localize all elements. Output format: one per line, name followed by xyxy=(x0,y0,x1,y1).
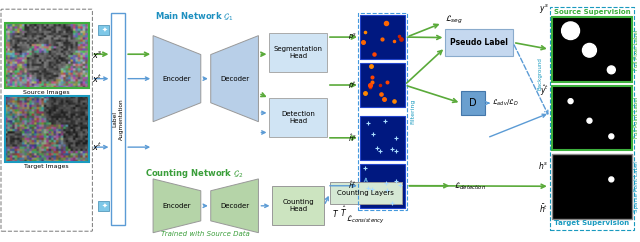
Bar xyxy=(360,116,404,160)
Polygon shape xyxy=(211,179,259,233)
Text: Source Supervision: Source Supervision xyxy=(554,9,630,15)
Text: D: D xyxy=(469,98,477,108)
Text: Decoder: Decoder xyxy=(220,203,249,209)
Bar xyxy=(5,23,90,88)
Circle shape xyxy=(562,22,579,39)
Text: Full Pixel Label: Full Pixel Label xyxy=(634,29,639,69)
Text: $x^t$: $x^t$ xyxy=(92,72,102,85)
Text: Counting Layers: Counting Layers xyxy=(337,190,394,196)
Text: $\hat{y}^t$: $\hat{y}^t$ xyxy=(540,83,548,98)
Text: $y^s$: $y^s$ xyxy=(539,2,548,15)
Text: Filtering: Filtering xyxy=(410,99,415,124)
Text: $T$: $T$ xyxy=(332,208,339,219)
Bar xyxy=(552,154,632,219)
Bar xyxy=(111,13,125,225)
Text: Segmentation
Head: Segmentation Head xyxy=(274,46,323,59)
Bar xyxy=(99,25,109,35)
Text: $\hat{h}^s$: $\hat{h}^s$ xyxy=(348,132,357,144)
Bar xyxy=(445,29,513,56)
Circle shape xyxy=(582,44,596,57)
Bar xyxy=(552,85,632,150)
Text: Sparse Point Label: Sparse Point Label xyxy=(634,161,639,212)
Text: Source Images: Source Images xyxy=(24,91,70,95)
Text: $\mathcal{L}_{seg}$: $\mathcal{L}_{seg}$ xyxy=(445,14,463,26)
Bar xyxy=(360,15,404,59)
Text: ✦: ✦ xyxy=(101,203,108,209)
Bar xyxy=(269,33,327,72)
Text: Trained with Source Data: Trained with Source Data xyxy=(161,231,250,237)
Text: $\mathcal{L}_{consistency}$: $\mathcal{L}_{consistency}$ xyxy=(346,213,385,226)
Text: $x^t$: $x^t$ xyxy=(92,141,102,153)
Text: Target Images: Target Images xyxy=(24,164,69,169)
Circle shape xyxy=(587,118,592,123)
Text: Decoder: Decoder xyxy=(220,76,249,82)
Polygon shape xyxy=(211,36,259,122)
Text: $h^s$: $h^s$ xyxy=(538,160,548,171)
Text: Label
Augmentation: Label Augmentation xyxy=(113,98,124,140)
Text: $\bar{h}^t$: $\bar{h}^t$ xyxy=(540,202,548,215)
Text: Counting Network $\mathcal{G}_2$: Counting Network $\mathcal{G}_2$ xyxy=(145,167,243,180)
Text: Target Supervision: Target Supervision xyxy=(554,220,630,227)
Text: Encoder: Encoder xyxy=(163,76,191,82)
Bar xyxy=(5,96,90,162)
Text: Pseudo Label: Pseudo Label xyxy=(450,38,508,47)
Text: Detection
Head: Detection Head xyxy=(281,111,315,124)
Text: $\mathcal{L}_{adv}/\mathcal{L}_D$: $\mathcal{L}_{adv}/\mathcal{L}_D$ xyxy=(492,98,519,108)
Circle shape xyxy=(609,177,614,182)
Text: Main Network $\mathcal{G}_1$: Main Network $\mathcal{G}_1$ xyxy=(154,10,233,23)
Bar xyxy=(360,63,404,107)
Bar xyxy=(269,98,327,137)
Text: $\hat{h}^t$: $\hat{h}^t$ xyxy=(348,180,357,191)
Bar xyxy=(273,186,324,225)
Bar xyxy=(461,91,485,115)
Bar xyxy=(360,164,404,208)
Bar xyxy=(550,7,634,230)
Text: Counting
Head: Counting Head xyxy=(282,199,314,212)
Polygon shape xyxy=(153,179,201,233)
Text: $x^s$: $x^s$ xyxy=(92,49,103,60)
Bar xyxy=(99,201,109,211)
Bar xyxy=(330,182,401,204)
FancyBboxPatch shape xyxy=(1,9,92,231)
Bar xyxy=(358,13,406,210)
Text: ✦: ✦ xyxy=(101,27,108,33)
Polygon shape xyxy=(153,36,201,122)
Circle shape xyxy=(609,134,614,139)
Text: $p^s$: $p^s$ xyxy=(348,32,357,43)
Circle shape xyxy=(568,99,573,104)
Text: Full Point Label: Full Point Label xyxy=(634,97,639,138)
Text: $\hat{T}$: $\hat{T}$ xyxy=(340,204,347,219)
Text: Encoder: Encoder xyxy=(163,203,191,209)
Text: $p^t$: $p^t$ xyxy=(348,79,357,91)
Circle shape xyxy=(607,66,615,74)
Text: $\mathcal{L}_{detection}$: $\mathcal{L}_{detection}$ xyxy=(454,180,486,191)
Text: Background: Background xyxy=(537,57,542,90)
Bar xyxy=(552,17,632,82)
